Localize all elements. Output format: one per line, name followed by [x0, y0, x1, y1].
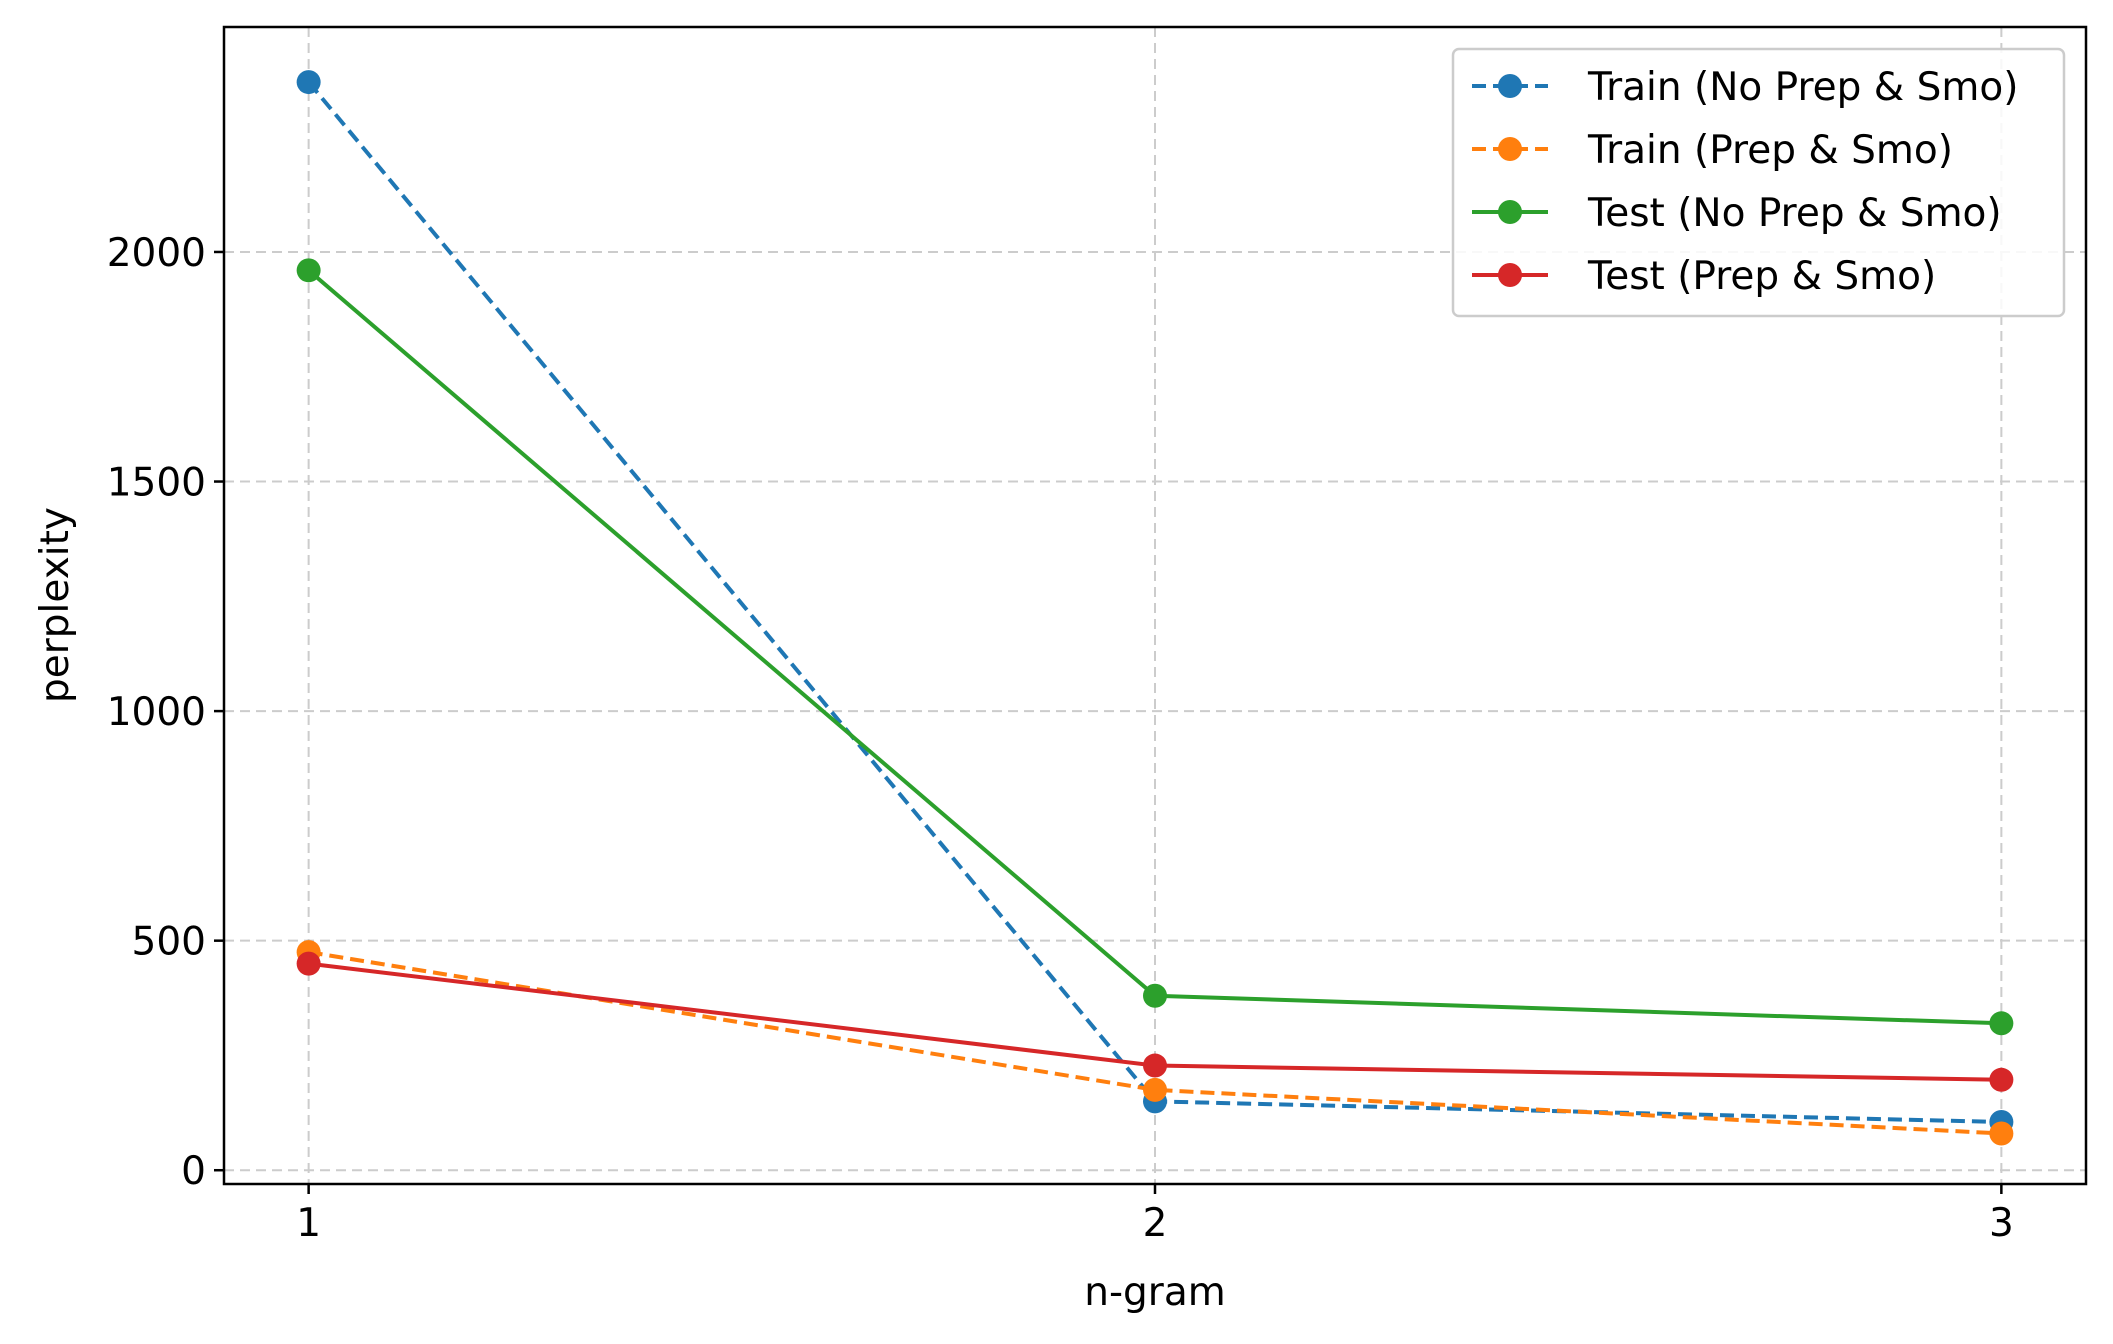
legend-swatch-marker [1498, 137, 1522, 161]
x-tick-label: 3 [1989, 1201, 2014, 1246]
series-point [1143, 983, 1167, 1008]
x-tick-label: 2 [1143, 1201, 1168, 1246]
x-axis: 1 2 3 [296, 1184, 2014, 1246]
series-point [296, 258, 321, 283]
y-axis-label: perplexity [33, 507, 78, 703]
x-tick-label: 1 [296, 1201, 321, 1246]
y-tick-label: 0 [181, 1149, 206, 1194]
legend-swatch-marker [1498, 74, 1522, 98]
y-axis: 0 500 1000 1500 2000 [107, 231, 224, 1194]
y-tick-label: 500 [132, 920, 206, 965]
series-point [1989, 1121, 2014, 1146]
legend-box [1451, 47, 2066, 318]
legend-label: Train (No Prep & Smo) [1587, 65, 2018, 110]
series-point [296, 70, 321, 95]
y-tick-label: 1500 [107, 461, 206, 506]
series-point [296, 951, 321, 976]
series-3 [296, 951, 2014, 1092]
x-axis-label: n-gram [1084, 1270, 1225, 1315]
series-point [1989, 1067, 2014, 1092]
legend-swatch-marker [1498, 200, 1522, 224]
series-2 [296, 258, 2014, 1036]
y-tick-label: 2000 [107, 231, 206, 276]
legend-swatch-marker [1498, 263, 1522, 287]
series-layer [296, 70, 2014, 1146]
legend: Train (No Prep & Smo) Train (Prep & Smo) T… [1451, 47, 2066, 318]
legend-label: Test (Prep & Smo) [1587, 254, 1936, 299]
series-point [1989, 1011, 2014, 1036]
series-point [1143, 1053, 1167, 1078]
legend-label: Train (Prep & Smo) [1587, 128, 1953, 173]
series-point [1143, 1077, 1167, 1102]
y-tick-label: 1000 [107, 690, 206, 735]
legend-label: Test (No Prep & Smo) [1587, 191, 2002, 236]
